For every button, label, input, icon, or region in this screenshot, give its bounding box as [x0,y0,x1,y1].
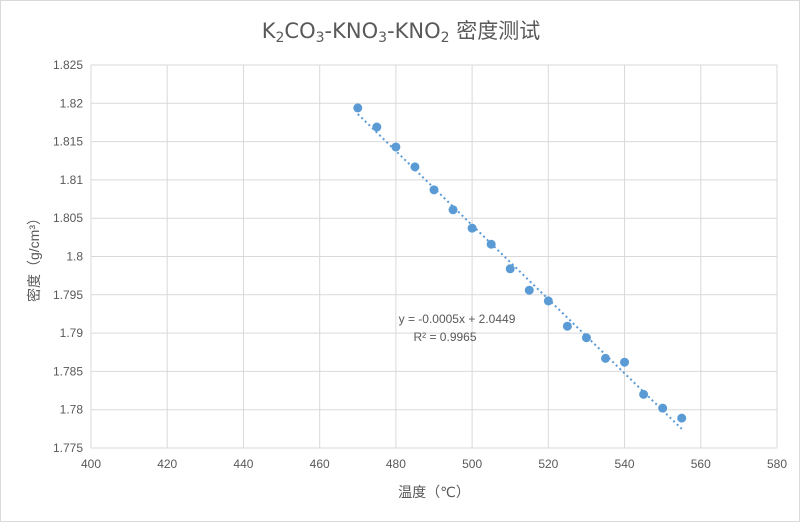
data-point [505,264,515,274]
y-tick-label: 1.775 [53,441,83,455]
y-tick-label: 1.81 [60,173,84,187]
title-subscript: 2 [275,30,285,46]
data-point [581,333,591,343]
y-axis-label: 密度（g/cm³） [26,211,42,302]
x-axis-label: 温度（℃） [398,484,470,500]
x-tick-label: 500 [462,457,482,471]
chart-title: K2CO3-KNO3-KNO2 密度测试 [1,15,800,46]
data-point [467,223,477,233]
data-point [372,122,382,132]
data-point [429,185,439,195]
data-point [448,205,458,215]
data-point [353,103,363,113]
y-tick-label: 1.8 [66,250,83,264]
x-tick-label: 520 [538,457,558,471]
x-tick-label: 540 [615,457,635,471]
x-tick-label: 580 [767,457,787,471]
y-tick-label: 1.79 [60,326,84,340]
title-subscript: 3 [315,30,325,46]
y-tick-label: 1.825 [53,58,83,72]
title-subscript: 3 [378,30,388,46]
data-point [620,357,630,367]
data-point [543,296,553,306]
data-point [677,413,687,423]
trendline [357,113,683,430]
data-point [601,353,610,363]
title-part: CO [284,19,316,43]
title-part: -KNO [324,19,379,43]
data-point [410,162,420,172]
data-point [391,142,401,152]
y-tick-label: 1.785 [53,364,83,378]
data-point [524,285,534,295]
x-tick-label: 560 [691,457,711,471]
title-part: K [261,19,276,43]
x-tick-label: 420 [157,457,177,471]
y-tick-label: 1.805 [53,211,83,225]
data-point [486,239,496,249]
trendline-equation: y = -0.0005x + 2.0449 [399,312,516,326]
title-subscript: 2 [440,30,450,46]
x-tick-label: 480 [386,457,406,471]
data-point [639,389,649,399]
title-part: 密度测试 [449,19,541,43]
data-point [562,321,572,331]
data-point [658,403,668,413]
x-tick-label: 460 [310,457,330,471]
y-tick-label: 1.815 [53,135,83,149]
y-tick-label: 1.78 [60,403,84,417]
trendline-r2: R² = 0.9965 [413,330,476,344]
y-tick-label: 1.82 [60,96,84,110]
x-tick-label: 440 [233,457,253,471]
y-tick-label: 1.795 [53,288,83,302]
x-tick-label: 400 [81,457,101,471]
title-part: -KNO [387,19,441,43]
